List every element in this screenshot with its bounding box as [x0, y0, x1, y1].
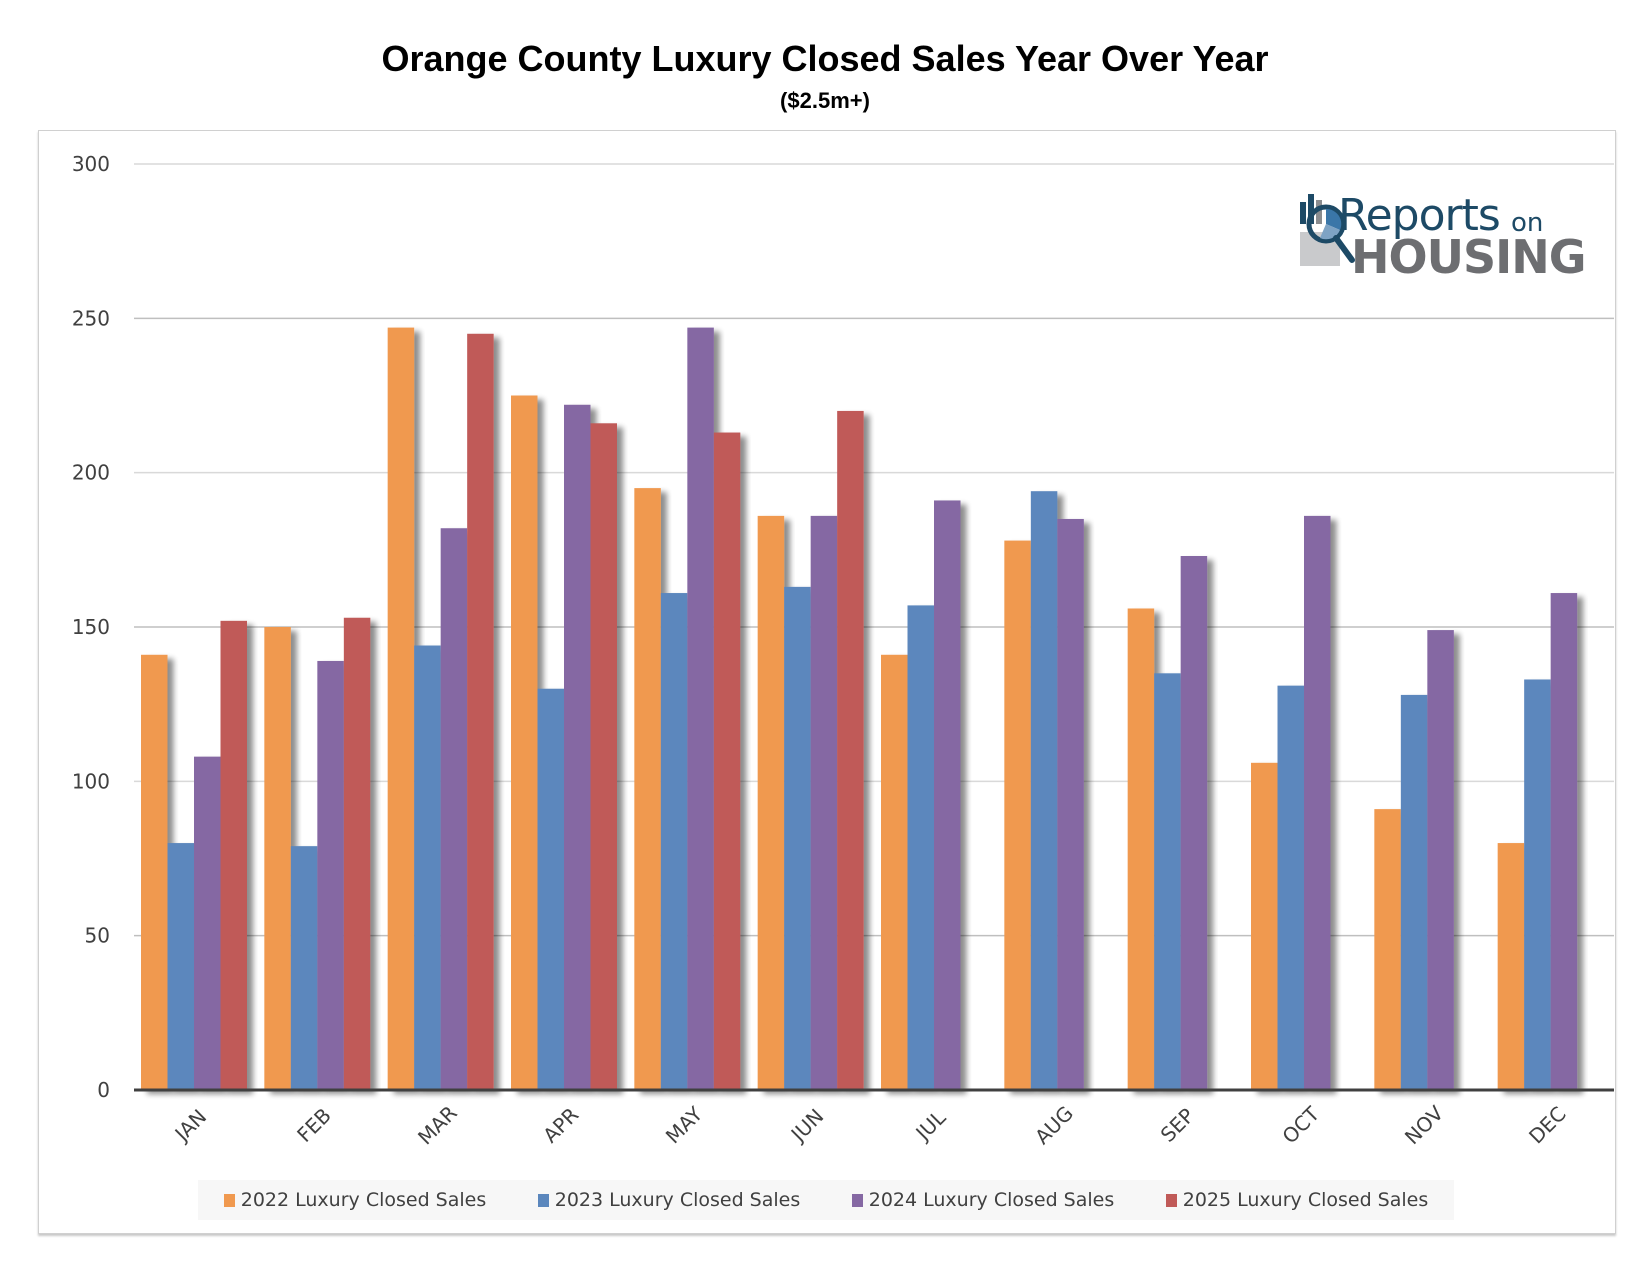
legend-item-2024: 2024 Luxury Closed Sales: [851, 1189, 1115, 1211]
logo-text-housing: HOUSING: [1351, 230, 1586, 284]
bar-2022-aug: [1004, 540, 1031, 1090]
x-tick-label: JUL: [910, 1105, 951, 1146]
magnifier-chart-icon: [1300, 194, 1355, 266]
bar-2025-mar: [467, 333, 494, 1090]
legend-item-2022: 2022 Luxury Closed Sales: [223, 1189, 487, 1211]
legend: 2022 Luxury Closed Sales 2023 Luxury Clo…: [198, 1180, 1454, 1220]
bar-2025-feb: [343, 617, 371, 1090]
gridlines: [134, 163, 1614, 937]
y-tick-label: 0: [97, 1078, 110, 1102]
legend-label: 2024 Luxury Closed Sales: [868, 1189, 1115, 1211]
bar-2023-nov: [1400, 694, 1428, 1090]
bar-2023-jul: [907, 605, 934, 1090]
legend-swatch: [537, 1193, 549, 1207]
x-tick-label: JUN: [785, 1104, 828, 1147]
bar-2022-feb: [264, 627, 291, 1090]
bar-2023-jun: [784, 586, 811, 1090]
bar-2024-feb: [317, 660, 344, 1090]
bar-2022-sep: [1127, 608, 1155, 1090]
legend-item-2023: 2023 Luxury Closed Sales: [537, 1189, 801, 1211]
x-tick-label: JAN: [169, 1104, 212, 1147]
y-tick-label: 100: [72, 769, 110, 793]
y-tick-label: 50: [85, 924, 110, 948]
bar-2022-mar: [387, 327, 415, 1090]
bar-2023-oct: [1277, 685, 1304, 1090]
bar-2024-may: [687, 327, 714, 1090]
chart-subtitle: ($2.5m+): [780, 88, 870, 113]
legend-item-2025: 2025 Luxury Closed Sales: [1165, 1189, 1429, 1211]
legend-label: 2023 Luxury Closed Sales: [554, 1189, 801, 1211]
bar-2023-sep: [1154, 673, 1181, 1090]
bar-2022-may: [634, 488, 661, 1091]
bar-2025-jan: [220, 620, 247, 1090]
bar-2024-jul: [934, 500, 961, 1090]
logo-text-reports: Reports: [1338, 190, 1501, 241]
legend-swatch: [223, 1193, 235, 1207]
bar-2023-feb: [290, 846, 318, 1090]
bar-2024-aug: [1057, 518, 1084, 1090]
x-tick-label: MAR: [413, 1101, 462, 1150]
bar-2023-aug: [1030, 491, 1058, 1091]
x-tick-label: MAY: [661, 1101, 708, 1148]
x-tick-label: APR: [538, 1102, 583, 1147]
x-tick-label: SEP: [1156, 1103, 1199, 1146]
bars: [141, 327, 1578, 1091]
x-tick-label: DEC: [1524, 1102, 1571, 1149]
bar-2022-nov: [1374, 809, 1401, 1090]
legend-label: 2022 Luxury Closed Sales: [240, 1189, 487, 1211]
legend-swatch: [851, 1193, 863, 1207]
y-tick-label: 250: [72, 306, 110, 330]
bar-2022-jul: [881, 654, 908, 1090]
x-tick-label: OCT: [1277, 1101, 1324, 1148]
x-axis-ticks: JAN FEB MAR APR MAY JUN JUL AUG SEP OCT NOV DEC: [169, 1101, 1571, 1150]
bar-2023-dec: [1524, 679, 1551, 1090]
bar-2024-sep: [1180, 556, 1208, 1090]
y-tick-label: 150: [72, 615, 110, 639]
bar-2024-jan: [194, 756, 221, 1090]
bar-2024-mar: [440, 528, 468, 1090]
y-tick-label: 300: [72, 152, 110, 176]
bar-2022-dec: [1497, 843, 1525, 1090]
x-tick-label: FEB: [292, 1103, 336, 1147]
legend-label: 2025 Luxury Closed Sales: [1182, 1189, 1429, 1211]
bar-2022-jun: [757, 515, 785, 1090]
reports-on-housing-logo: Reports on HOUSING: [1296, 190, 1586, 290]
bar-2024-dec: [1550, 593, 1578, 1090]
bar-2022-oct: [1251, 762, 1278, 1090]
bar-2023-mar: [414, 645, 441, 1090]
bar-2025-apr: [590, 423, 617, 1090]
bar-2022-jan: [141, 654, 168, 1090]
bar-2023-apr: [537, 688, 564, 1090]
x-tick-label: NOV: [1400, 1101, 1448, 1149]
bar-2025-jun: [837, 410, 864, 1090]
bar-2024-jun: [810, 515, 838, 1090]
legend-swatch: [1165, 1193, 1177, 1207]
bar-2025-may: [713, 432, 741, 1090]
y-tick-label: 200: [72, 461, 110, 485]
logo-text-on: on: [1511, 208, 1544, 238]
bar-2023-jan: [167, 843, 194, 1090]
x-tick-label: AUG: [1030, 1101, 1078, 1149]
bar-2024-apr: [564, 404, 591, 1090]
bar-2023-may: [660, 593, 688, 1090]
bar-2024-oct: [1304, 515, 1331, 1090]
y-axis-ticks: 0 50 100 150 200 250 300: [72, 152, 110, 1102]
chart-title: Orange County Luxury Closed Sales Year O…: [381, 38, 1269, 79]
bar-2022-apr: [511, 395, 538, 1090]
bar-2024-nov: [1427, 630, 1454, 1090]
